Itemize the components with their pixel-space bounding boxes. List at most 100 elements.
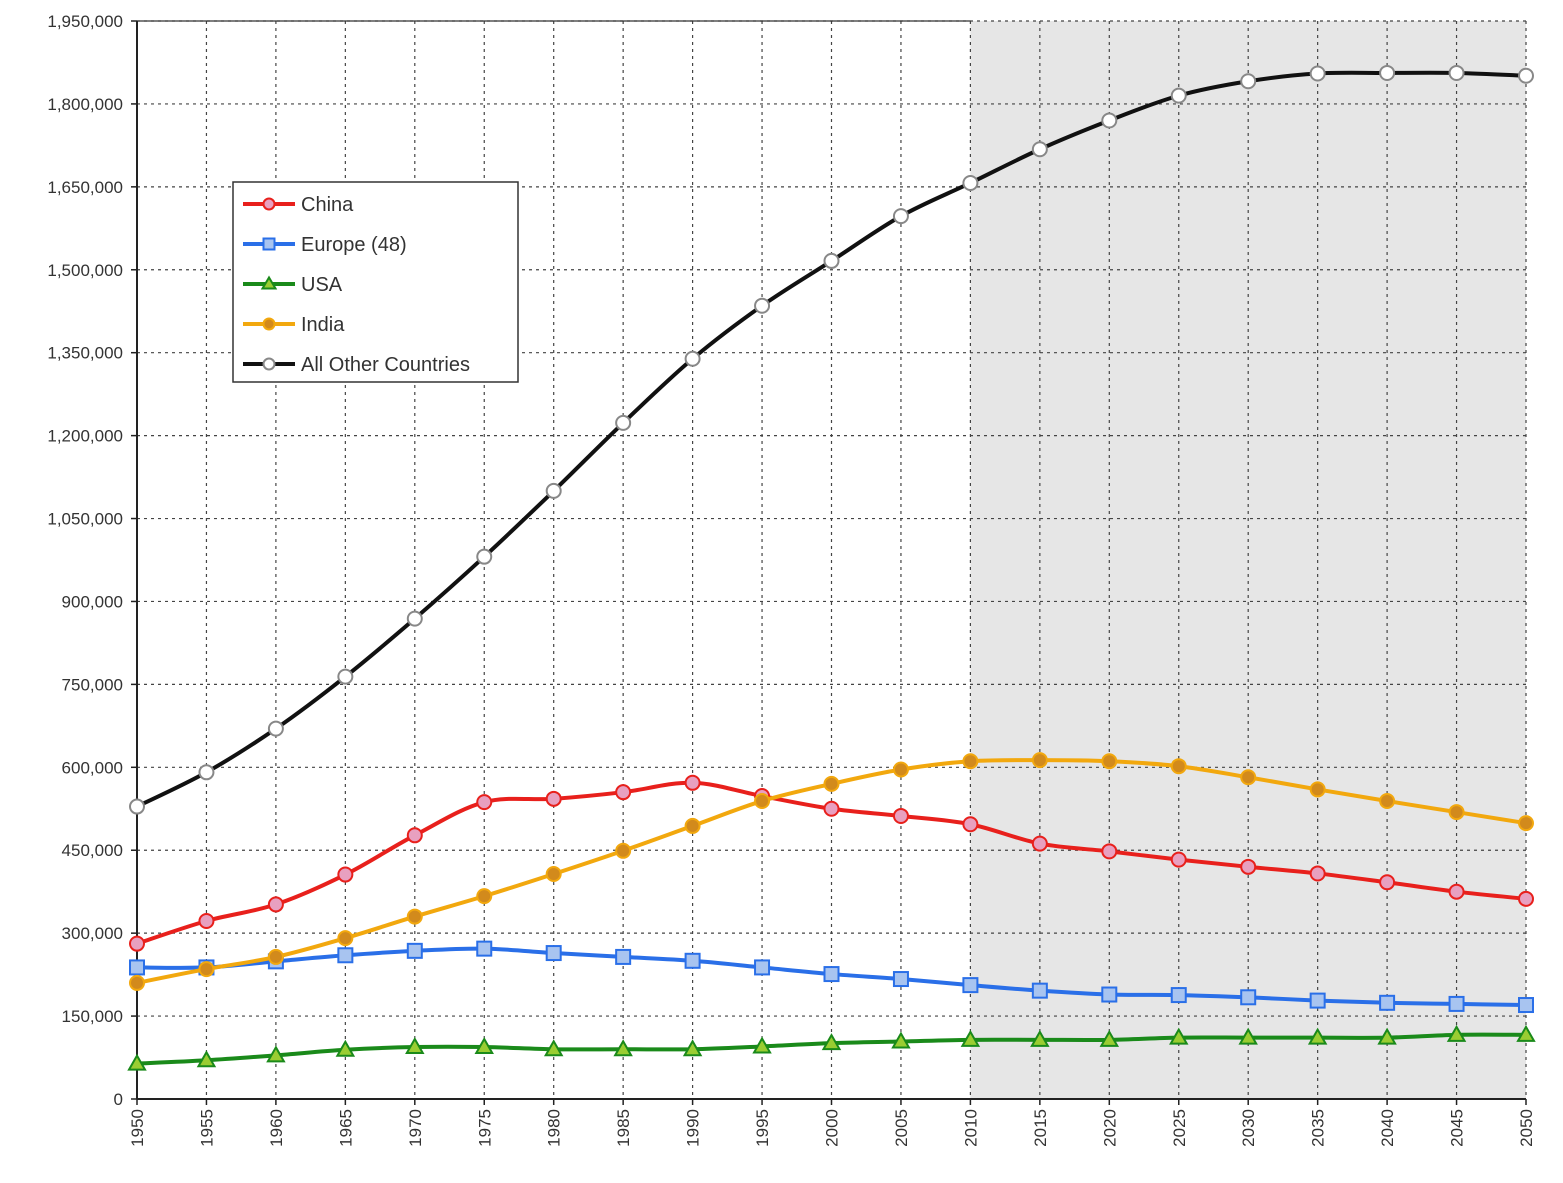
data-point-europe-48-2000: [825, 967, 839, 981]
legend-swatch-marker: [264, 239, 275, 250]
data-point-india-1950: [130, 976, 144, 990]
data-point-china-1985: [616, 785, 630, 799]
data-point-china-2045: [1450, 885, 1464, 899]
data-point-china-1965: [338, 868, 352, 882]
data-point-europe-48-2020: [1102, 988, 1116, 1002]
data-point-all-other-countries-2050: [1519, 69, 1533, 83]
data-point-europe-48-2015: [1033, 984, 1047, 998]
data-point-india-2035: [1311, 782, 1325, 796]
x-tick-label: 1960: [267, 1109, 286, 1147]
x-tick-label: 2010: [961, 1109, 980, 1147]
x-tick-label: 2015: [1031, 1109, 1050, 1147]
data-point-europe-48-1980: [547, 946, 561, 960]
x-tick-label: 1950: [128, 1109, 147, 1147]
y-tick-label: 150,000: [62, 1007, 123, 1026]
data-point-europe-48-2035: [1311, 994, 1325, 1008]
data-point-all-other-countries-1985: [616, 416, 630, 430]
data-point-india-1990: [686, 819, 700, 833]
y-tick-label: 1,950,000: [47, 12, 123, 31]
y-tick-label: 300,000: [62, 924, 123, 943]
data-point-india-2050: [1519, 816, 1533, 830]
x-tick-label: 1995: [753, 1109, 772, 1147]
y-tick-label: 750,000: [62, 675, 123, 694]
data-point-europe-48-1975: [477, 942, 491, 956]
data-point-china-2010: [963, 817, 977, 831]
data-point-china-1960: [269, 897, 283, 911]
data-point-china-2000: [825, 802, 839, 816]
data-point-all-other-countries-1995: [755, 299, 769, 313]
data-point-all-other-countries-1965: [338, 670, 352, 684]
x-tick-label: 1955: [197, 1109, 216, 1147]
data-point-all-other-countries-2000: [825, 254, 839, 268]
data-point-india-1975: [477, 889, 491, 903]
data-point-india-2000: [825, 777, 839, 791]
y-tick-label: 1,500,000: [47, 261, 123, 280]
data-point-all-other-countries-2015: [1033, 142, 1047, 156]
data-point-all-other-countries-1990: [686, 352, 700, 366]
data-point-all-other-countries-1980: [547, 484, 561, 498]
x-tick-label: 2000: [823, 1109, 842, 1147]
y-tick-label: 900,000: [62, 592, 123, 611]
data-point-india-2045: [1450, 805, 1464, 819]
data-point-all-other-countries-2035: [1311, 67, 1325, 81]
data-point-india-1980: [547, 867, 561, 881]
data-point-india-2015: [1033, 753, 1047, 767]
data-point-china-1970: [408, 828, 422, 842]
x-tick-label: 2050: [1517, 1109, 1536, 1147]
data-point-all-other-countries-2020: [1102, 114, 1116, 128]
data-point-china-1980: [547, 792, 561, 806]
data-point-china-2015: [1033, 837, 1047, 851]
data-point-europe-48-2030: [1241, 990, 1255, 1004]
data-point-europe-48-2025: [1172, 988, 1186, 1002]
y-tick-label: 450,000: [62, 841, 123, 860]
legend: China Europe (48) USA India All Other Countr…: [233, 182, 518, 382]
data-point-europe-48-2005: [894, 972, 908, 986]
data-point-india-1995: [755, 794, 769, 808]
data-point-china-2020: [1102, 844, 1116, 858]
x-tick-label: 2005: [892, 1109, 911, 1147]
x-tick-label: 2020: [1100, 1109, 1119, 1147]
legend-label: China: [301, 194, 354, 216]
legend-label: Europe (48): [301, 234, 407, 256]
x-tick-label: 1980: [545, 1109, 564, 1147]
y-tick-label: 1,800,000: [47, 95, 123, 114]
x-tick-label: 2035: [1309, 1109, 1328, 1147]
data-point-europe-48-2050: [1519, 998, 1533, 1012]
y-tick-label: 1,350,000: [47, 344, 123, 363]
data-point-china-2030: [1241, 860, 1255, 874]
data-point-india-2040: [1380, 794, 1394, 808]
data-point-all-other-countries-2005: [894, 209, 908, 223]
data-point-all-other-countries-1975: [477, 550, 491, 564]
data-point-europe-48-2010: [963, 978, 977, 992]
legend-swatch-marker: [264, 319, 275, 330]
x-tick-label: 1990: [684, 1109, 703, 1147]
x-tick-label: 2045: [1448, 1109, 1467, 1147]
data-point-china-1990: [686, 776, 700, 790]
data-point-all-other-countries-2025: [1172, 89, 1186, 103]
y-tick-label: 600,000: [62, 758, 123, 777]
legend-swatch-marker: [264, 199, 275, 210]
data-point-all-other-countries-1960: [269, 722, 283, 736]
data-point-europe-48-1970: [408, 944, 422, 958]
data-point-india-2025: [1172, 759, 1186, 773]
y-tick-label: 1,650,000: [47, 178, 123, 197]
data-point-all-other-countries-1970: [408, 612, 422, 626]
data-point-india-1985: [616, 844, 630, 858]
data-point-europe-48-1965: [338, 948, 352, 962]
x-tick-label: 2030: [1239, 1109, 1258, 1147]
data-point-europe-48-2040: [1380, 996, 1394, 1010]
legend-label: All Other Countries: [301, 354, 470, 376]
x-tick-label: 2025: [1170, 1109, 1189, 1147]
data-point-india-2030: [1241, 770, 1255, 784]
legend-label: India: [301, 314, 345, 336]
data-point-india-1955: [199, 962, 213, 976]
y-tick-label: 0: [114, 1090, 123, 1109]
legend-label: USA: [301, 274, 343, 296]
data-point-india-1970: [408, 910, 422, 924]
data-point-china-2035: [1311, 866, 1325, 880]
x-tick-label: 1985: [614, 1109, 633, 1147]
data-point-europe-48-1990: [686, 954, 700, 968]
x-tick-label: 2040: [1378, 1109, 1397, 1147]
